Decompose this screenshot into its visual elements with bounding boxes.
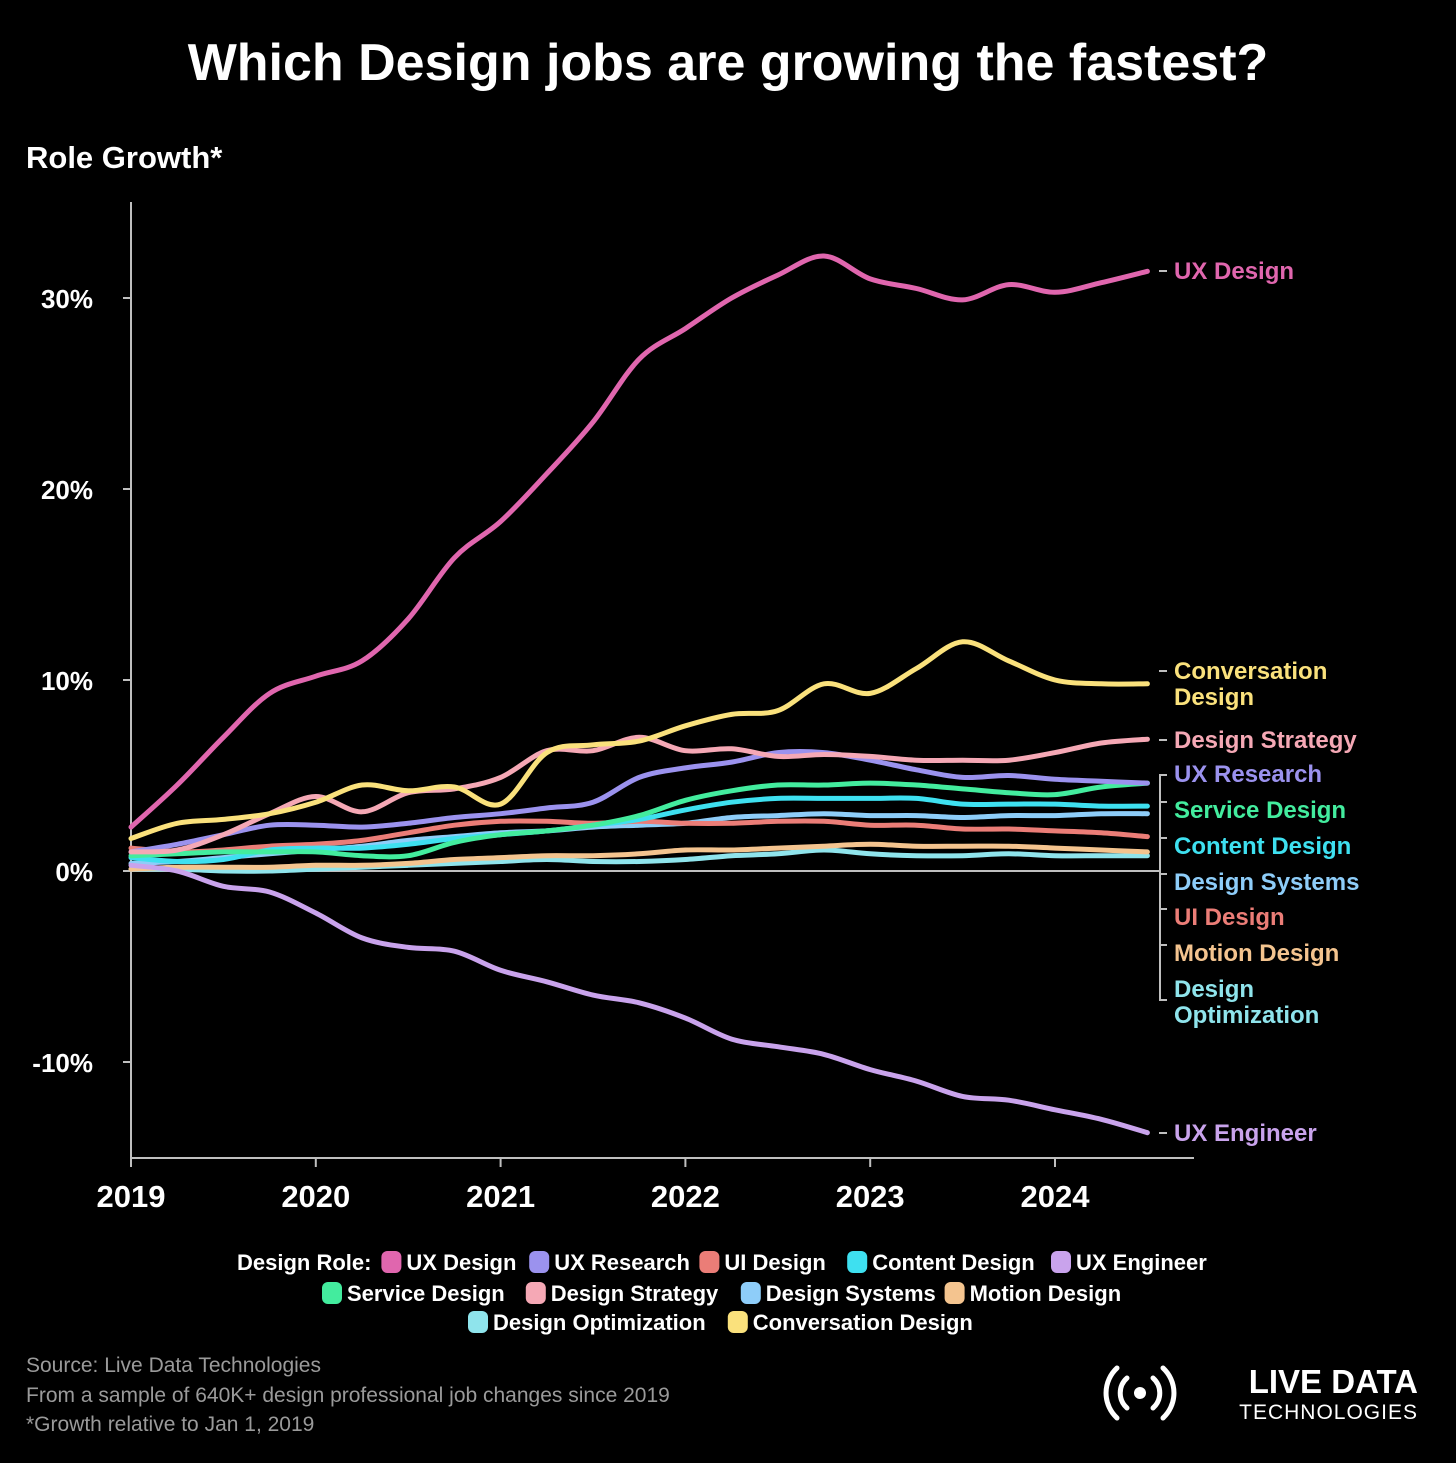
legend-label-conversation-design: Conversation Design: [753, 1310, 973, 1335]
end-label-conversation-design: Conversation: [1174, 658, 1327, 685]
legend-title: Design Role:: [237, 1250, 371, 1275]
legend-label-design-strategy: Design Strategy: [551, 1281, 719, 1306]
footer-sample: From a sample of 640K+ design profession…: [26, 1384, 670, 1407]
end-label-design-systems: Design Systems: [1174, 869, 1359, 896]
y-tick-label: 0%: [55, 857, 93, 887]
series-line-ux-research: [128, 749, 1150, 855]
legend-swatch-design-optimization: [468, 1311, 488, 1333]
end-label-conversation-design: Design: [1174, 684, 1254, 711]
legend-swatch-content-design: [847, 1251, 868, 1273]
x-tick-label: 2024: [1021, 1179, 1091, 1214]
end-label-ux-research: UX Research: [1174, 761, 1322, 788]
y-tick-label: 30%: [41, 284, 93, 314]
logo-line1: LIVE DATA: [1249, 1363, 1418, 1400]
broadcast-icon: [1103, 1365, 1177, 1421]
legend-swatch-ui-design: [699, 1251, 720, 1273]
legend-swatch-service-design: [322, 1282, 342, 1304]
legend-label-design-systems: Design Systems: [766, 1281, 936, 1306]
y-axis-label: Role Growth*: [26, 140, 223, 175]
series-line-motion-design: [128, 841, 1150, 872]
legend-label-ux-engineer: UX Engineer: [1076, 1250, 1207, 1275]
chart-title: Which Design jobs are growing the fastes…: [188, 34, 1269, 92]
y-tick-label: 10%: [41, 666, 93, 696]
series-line-design-optimization: [128, 847, 1150, 874]
x-tick-label: 2020: [281, 1179, 350, 1214]
footer-source: Source: Live Data Technologies: [26, 1354, 321, 1377]
legend-label-service-design: Service Design: [347, 1281, 505, 1306]
x-tick-label: 2021: [466, 1179, 535, 1214]
legend-swatch-ux-research: [529, 1251, 550, 1273]
legend-swatch-conversation-design: [727, 1311, 748, 1333]
label-bracket: [1159, 774, 1167, 1001]
legend-label-ui-design: UI Design: [724, 1250, 825, 1275]
end-label-ui-design: UI Design: [1174, 904, 1285, 931]
series-line-content-design: [128, 795, 1150, 865]
x-tick-label: 2022: [651, 1179, 720, 1214]
legend-label-content-design: Content Design: [872, 1250, 1035, 1275]
end-label-ux-design: UX Design: [1174, 258, 1294, 285]
legend-swatch-motion-design: [944, 1282, 965, 1304]
legend-swatch-design-systems: [740, 1282, 761, 1304]
legend-label-design-optimization: Design Optimization: [493, 1310, 706, 1335]
legend-swatch-design-strategy: [525, 1282, 546, 1304]
series-line-ux-design: [128, 253, 1150, 830]
end-label-motion-design: Motion Design: [1174, 940, 1339, 967]
logo-line2: TECHNOLOGIES: [1239, 1401, 1418, 1424]
live-data-logo: LIVE DATA TECHNOLOGIES: [1103, 1363, 1418, 1424]
series-line-conversation-design: [128, 639, 1150, 841]
series-line-design-strategy: [128, 734, 1150, 855]
axes: 30% 20% 10% 0% -10% 2019 2020 2021 2022 2023 2024: [32, 202, 1194, 1214]
footer-note: *Growth relative to Jan 1, 2019: [26, 1413, 314, 1436]
end-label-design-strategy: Design Strategy: [1174, 727, 1357, 754]
legend-label-ux-research: UX Research: [554, 1250, 690, 1275]
end-labels: UX Design UX Research UI Design Content Des…: [1159, 258, 1359, 1147]
legend-swatch-ux-engineer: [1051, 1251, 1071, 1273]
series-line-service-design: [128, 780, 1150, 860]
y-tick-label: -10%: [32, 1048, 93, 1078]
y-tick-label: 20%: [41, 475, 93, 505]
end-label-design-optimization: Design: [1174, 976, 1254, 1003]
end-label-content-design: Content Design: [1174, 833, 1351, 860]
series-line-ux-engineer: [128, 862, 1150, 1136]
end-label-service-design: Service Design: [1174, 797, 1346, 824]
end-label-design-optimization: Optimization: [1174, 1002, 1319, 1029]
x-tick-label: 2023: [836, 1179, 905, 1214]
legend-label-motion-design: Motion Design: [970, 1281, 1122, 1306]
series-lines: [128, 253, 1150, 1136]
x-tick-label: 2019: [97, 1179, 166, 1214]
legend-swatch-ux-design: [381, 1251, 402, 1273]
legend: Design Role: UX Design UX Research UI Desig…: [237, 1250, 1207, 1335]
footer: Source: Live Data Technologies From a sa…: [26, 1354, 670, 1436]
end-label-ux-engineer: UX Engineer: [1174, 1120, 1317, 1147]
legend-label-ux-design: UX Design: [406, 1250, 516, 1275]
